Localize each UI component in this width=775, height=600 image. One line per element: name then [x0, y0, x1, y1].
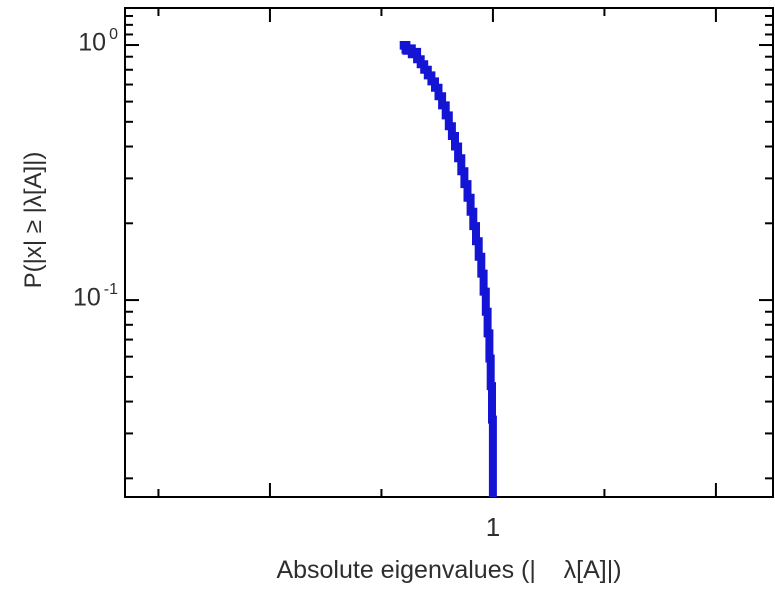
- y-tick-base: 10: [78, 28, 107, 57]
- x-axis-ticks: [157, 8, 717, 497]
- y-tick-exponent: -1: [103, 281, 118, 298]
- x-tick-label-1: 1: [485, 512, 501, 542]
- x-axis-label: Absolute eigenvalues (| λ[A]|): [276, 556, 622, 584]
- y-axis-ticks: [125, 14, 773, 480]
- plot-frame: [124, 7, 774, 498]
- y-tick-label-1e-1: 10 -1: [28, 281, 118, 312]
- ccdf-curve: [399, 41, 497, 497]
- y-axis-label: P(|x| ≥ |λ[A]|): [20, 151, 47, 289]
- y-tick-base: 10: [72, 283, 101, 312]
- y-tick-exponent: 0: [109, 26, 118, 43]
- y-tick-label-1e0: 10 0: [28, 26, 118, 57]
